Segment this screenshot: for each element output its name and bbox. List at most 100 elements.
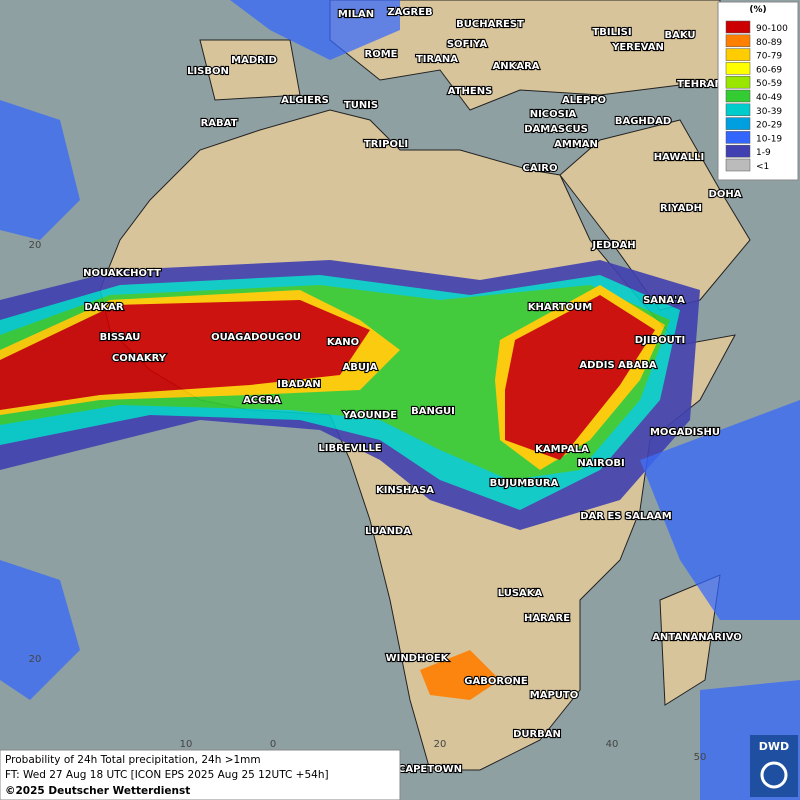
city-label: CONAKRY	[112, 353, 167, 364]
city-label: ACCRA	[243, 395, 281, 406]
city-label: NOUAKCHOTT	[83, 268, 161, 279]
legend-swatch	[725, 131, 751, 144]
city-label: SOFIYA	[447, 39, 488, 50]
city-label: HARARE	[524, 613, 570, 624]
legend-label: 80-89	[756, 38, 782, 48]
city-label: SANA'A	[643, 295, 685, 306]
legend-label: 70-79	[756, 52, 782, 62]
legend-label: 60-69	[756, 65, 782, 75]
graticule-labels: 20 20 10 0 20 40 50	[29, 240, 707, 763]
city-label: LIBREVILLE	[318, 443, 381, 454]
footer-box	[0, 749, 401, 800]
legend-label: 10-19	[756, 134, 782, 144]
city-label: BANGUI	[411, 406, 455, 417]
city-label: BUJUMBURA	[490, 478, 559, 489]
legend-swatch	[725, 117, 751, 130]
city-label: KAMPALA	[535, 444, 589, 455]
city-label: LUSAKA	[498, 588, 543, 599]
city-label: DAMASCUS	[524, 124, 588, 135]
graticule-label: 10	[180, 739, 193, 750]
graticule-label: 20	[434, 739, 447, 750]
city-label: MADRID	[231, 55, 277, 66]
city-label: YEREVAN	[611, 42, 664, 53]
legend-label: <1	[756, 162, 769, 172]
city-label: TRIPOLI	[364, 139, 408, 150]
graticule-label: 20	[29, 240, 42, 251]
city-label: NAIROBI	[577, 458, 624, 469]
city-label: MILAN	[338, 9, 374, 20]
city-label: DURBAN	[513, 729, 561, 740]
city-label: DJIBOUTI	[635, 335, 686, 346]
legend-swatch	[725, 62, 751, 75]
footer: Probability of 24h Total precipitation, …	[0, 749, 401, 800]
graticule-label: 0	[270, 739, 276, 750]
legend-label: 20-29	[756, 121, 782, 131]
city-label: DOHA	[709, 189, 742, 200]
legend-swatch	[725, 20, 751, 34]
legend: (%) 90-100 80-89 70-79 60-69 50-59 40-49 30-39…	[717, 1, 799, 181]
city-label: RABAT	[201, 118, 238, 129]
footer-forecast: FT: Wed 27 Aug 18 UTC [ICON EPS 2025 Aug…	[5, 769, 329, 781]
city-label: KINSHASA	[376, 485, 434, 496]
city-label: AMMAN	[554, 139, 598, 150]
city-label: RIYADH	[660, 203, 702, 214]
city-label: TIRANA	[416, 54, 458, 65]
legend-label: 30-39	[756, 107, 782, 117]
legend-swatch	[725, 75, 751, 89]
city-label: YAOUNDE	[342, 410, 397, 421]
footer-copyright: ©2025 Deutscher Wetterdienst	[5, 785, 190, 797]
city-label: HAWALLI	[654, 152, 704, 163]
city-label: OUAGADOUGOU	[211, 332, 301, 343]
city-label: ANTANANARIVO	[652, 632, 742, 643]
legend-label: 90-100	[756, 24, 788, 34]
city-label: LISBON	[187, 66, 229, 77]
city-label: DAR ES SALAAM	[580, 511, 672, 522]
legend-swatch	[725, 103, 751, 117]
footer-title: Probability of 24h Total precipitation, …	[5, 754, 261, 766]
city-label: ATHENS	[448, 86, 493, 97]
logo: DWD	[750, 735, 798, 797]
city-label: BAKU	[664, 30, 695, 41]
city-label: ALEPPO	[562, 95, 606, 106]
graticule-label: 50	[694, 752, 707, 763]
legend-swatch	[725, 144, 751, 158]
city-label: IBADAN	[277, 379, 321, 390]
city-label: ADDIS ABABA	[579, 360, 656, 371]
city-label: TUNIS	[344, 100, 378, 111]
city-label: MOGADISHU	[650, 427, 720, 438]
city-label: ABUJA	[343, 362, 378, 373]
city-label: ALGIERS	[281, 95, 329, 106]
legend-swatch	[725, 89, 751, 103]
city-label: CAPETOWN	[398, 764, 462, 775]
logo-text: DWD	[759, 740, 789, 753]
legend-swatch	[725, 48, 751, 61]
city-label: WINDHOEK	[386, 653, 450, 664]
graticule-label: 40	[606, 739, 619, 750]
city-label: JEDDAH	[591, 240, 635, 251]
graticule-label: 20	[29, 654, 42, 665]
city-label: GABORONE	[464, 676, 528, 687]
city-labels: MILAN ZAGREB BUCHAREST TBILISI BAKU SOFIYA YER…	[82, 6, 743, 776]
legend-label: 50-59	[756, 79, 782, 89]
legend-unit: (%)	[749, 5, 766, 15]
logo-icon	[760, 761, 788, 789]
legend-swatch	[725, 158, 751, 172]
city-label: BISSAU	[100, 332, 141, 343]
city-label: TEHRAN	[677, 79, 723, 90]
city-label: BUCHAREST	[456, 19, 524, 30]
city-label: ZAGREB	[387, 7, 432, 18]
city-label: TBILISI	[592, 27, 631, 38]
city-label: NICOSIA	[530, 109, 577, 120]
city-label: LUANDA	[365, 526, 411, 537]
city-label: CAIRO	[523, 163, 558, 174]
city-label: BAGHDAD	[615, 116, 671, 127]
legend-label: 1-9	[756, 148, 771, 158]
city-label: MAPUTO	[530, 690, 578, 701]
legend-swatch	[725, 34, 751, 48]
city-label: DAKAR	[84, 302, 124, 313]
city-label: KHARTOUM	[528, 302, 593, 313]
city-label: KANO	[327, 337, 359, 348]
city-label: ROME	[365, 49, 398, 60]
